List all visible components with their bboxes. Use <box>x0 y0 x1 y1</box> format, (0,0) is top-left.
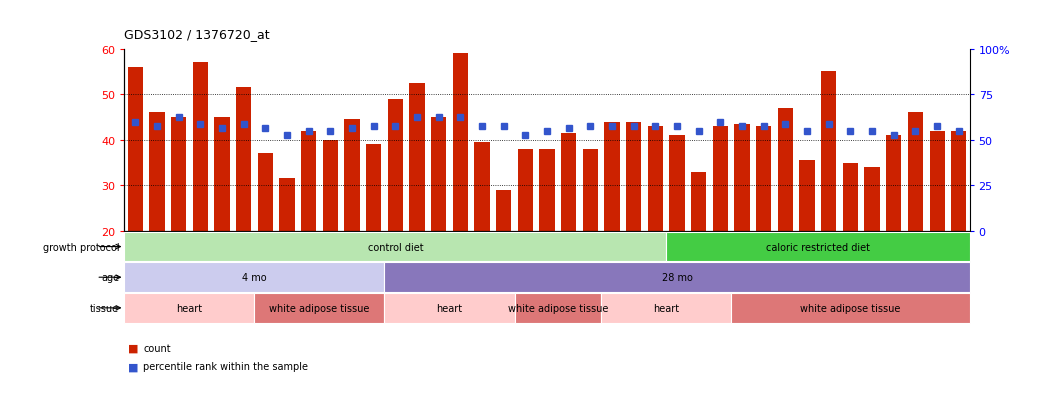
Text: tissue: tissue <box>90 303 119 313</box>
Bar <box>124 232 666 262</box>
Bar <box>193 63 207 231</box>
Bar <box>670 136 684 231</box>
Bar <box>648 127 663 231</box>
Text: white adipose tissue: white adipose tissue <box>270 303 369 313</box>
Text: GDS3102 / 1376720_at: GDS3102 / 1376720_at <box>124 28 270 41</box>
Bar <box>691 172 706 231</box>
Bar <box>431 118 446 231</box>
Bar <box>171 118 187 231</box>
Bar <box>474 143 489 231</box>
Bar <box>514 293 601 323</box>
Bar <box>254 293 385 323</box>
Text: white adipose tissue: white adipose tissue <box>801 303 900 313</box>
Bar <box>149 113 165 231</box>
Bar <box>323 140 338 231</box>
Text: ■: ■ <box>128 361 138 371</box>
Bar <box>929 131 945 231</box>
Text: heart: heart <box>176 303 202 313</box>
Bar <box>385 263 970 292</box>
Bar <box>778 109 793 231</box>
Text: count: count <box>143 343 171 353</box>
Bar <box>865 168 879 231</box>
Bar <box>731 293 970 323</box>
Bar <box>843 163 858 231</box>
Bar <box>907 113 923 231</box>
Bar <box>496 190 511 231</box>
Bar <box>385 293 514 323</box>
Bar <box>887 136 901 231</box>
Bar <box>279 179 295 231</box>
Text: ■: ■ <box>128 343 138 353</box>
Bar <box>666 232 970 262</box>
Bar <box>951 131 966 231</box>
Bar <box>734 125 750 231</box>
Bar <box>756 127 772 231</box>
Bar <box>601 293 731 323</box>
Bar <box>821 72 836 231</box>
Bar <box>215 118 229 231</box>
Text: 4 mo: 4 mo <box>243 273 267 282</box>
Bar <box>124 293 254 323</box>
Bar <box>605 122 620 231</box>
Text: control diet: control diet <box>367 242 423 252</box>
Bar <box>561 134 577 231</box>
Bar <box>800 161 815 231</box>
Text: growth protocol: growth protocol <box>43 242 119 252</box>
Bar <box>410 83 424 231</box>
Bar <box>517 150 533 231</box>
Bar <box>712 127 728 231</box>
Bar <box>344 120 360 231</box>
Bar <box>539 150 555 231</box>
Bar <box>626 122 641 231</box>
Text: percentile rank within the sample: percentile rank within the sample <box>143 361 308 371</box>
Text: white adipose tissue: white adipose tissue <box>508 303 608 313</box>
Text: heart: heart <box>437 303 463 313</box>
Bar <box>258 154 273 231</box>
Bar <box>124 263 385 292</box>
Text: caloric restricted diet: caloric restricted diet <box>766 242 870 252</box>
Bar <box>388 100 403 231</box>
Bar <box>366 145 382 231</box>
Bar <box>301 131 316 231</box>
Bar <box>236 88 251 231</box>
Text: heart: heart <box>653 303 679 313</box>
Bar <box>453 54 468 231</box>
Text: age: age <box>102 273 119 282</box>
Bar <box>128 68 143 231</box>
Text: 28 mo: 28 mo <box>662 273 693 282</box>
Bar <box>583 150 598 231</box>
